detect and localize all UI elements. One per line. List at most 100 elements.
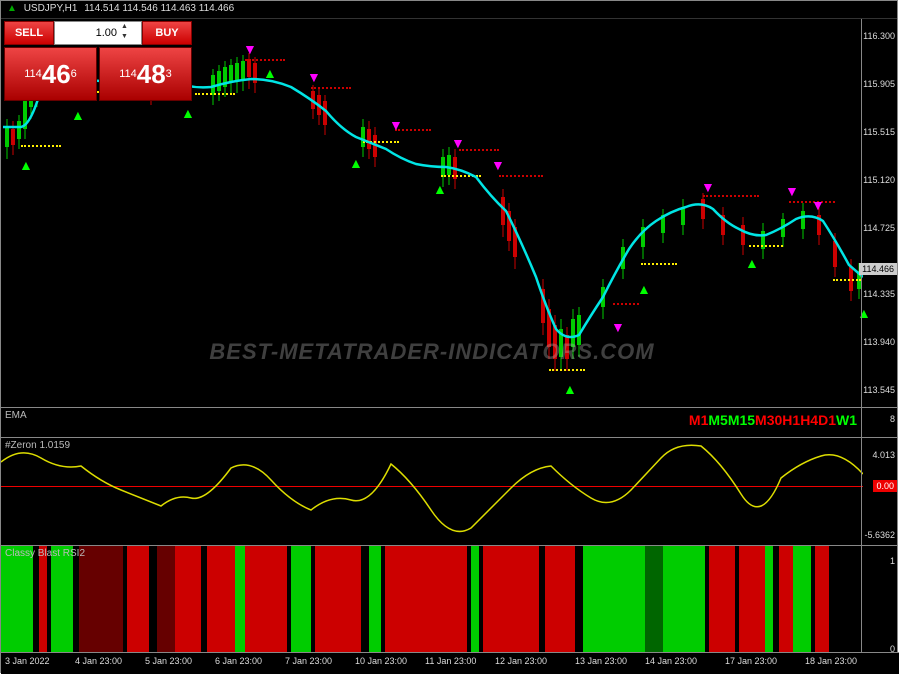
x-axis-label: 7 Jan 23:00 [285, 656, 332, 666]
rsi-bar [575, 546, 583, 652]
arrow-up-icon: ▲ [263, 65, 277, 81]
sell-button[interactable]: SELL [4, 21, 54, 45]
signal-dots [641, 263, 677, 265]
candle [565, 327, 569, 371]
symbol-label: USDJPY,H1 [24, 3, 78, 14]
rsi-bar [157, 546, 175, 652]
x-axis-label: 3 Jan 2022 [5, 656, 50, 666]
candle [317, 89, 321, 125]
candle [17, 115, 21, 149]
timeframe-H4: H4 [800, 412, 818, 428]
bid-small: 114 [24, 68, 42, 80]
timeframe-D1: D1 [818, 412, 836, 428]
rsi-bar [149, 546, 157, 652]
x-axis-label: 4 Jan 23:00 [75, 656, 122, 666]
arrow-up-icon: ▲ [71, 107, 85, 123]
lot-size-input[interactable]: 1.00 ▲▼ [54, 21, 142, 45]
candle [781, 213, 785, 247]
y-axis-label: 116.300 [863, 31, 895, 41]
x-axis-label: 18 Jan 23:00 [805, 656, 857, 666]
candle [367, 121, 371, 159]
bid-price-box[interactable]: 114 46 6 [4, 47, 97, 101]
y-axis-label: 114.335 [863, 289, 895, 299]
rsi-bar [369, 546, 381, 652]
ema-indicator-panel: EMA M1M5M15M30H1H4D1W1 [1, 407, 863, 437]
x-axis-label: 14 Jan 23:00 [645, 656, 697, 666]
current-price-tag: 114.466 [859, 263, 897, 275]
timeframe-M15: M15 [728, 412, 755, 428]
ask-big: 48 [137, 59, 166, 90]
rsi-bar [793, 546, 811, 652]
rsi-y-axis: 10 [861, 545, 897, 652]
candle [721, 207, 725, 245]
candle [373, 127, 377, 167]
candle [801, 203, 805, 239]
x-axis-label: 13 Jan 23:00 [575, 656, 627, 666]
signal-dots [613, 303, 639, 305]
x-axis-label: 11 Jan 23:00 [425, 656, 476, 666]
watermark-text: BEST-METATRADER-INDICATORS.COM [1, 339, 863, 365]
candle [761, 223, 765, 259]
candle [501, 189, 505, 237]
signal-dots [363, 141, 399, 143]
y-axis-label: 114.725 [863, 223, 895, 233]
candle [235, 57, 239, 93]
candle [211, 69, 215, 105]
y-axis-label: 113.545 [863, 385, 895, 395]
y-axis-label: 115.515 [863, 127, 895, 137]
y-axis-label: 115.905 [863, 79, 895, 89]
title-arrow-icon: ▲ [7, 3, 17, 14]
signal-dots [833, 279, 861, 281]
candle [741, 217, 745, 255]
candle [223, 61, 227, 97]
rsi-bar [385, 546, 467, 652]
bid-sup: 6 [71, 68, 77, 80]
candle [641, 219, 645, 259]
trade-panel: SELL 1.00 ▲▼ BUY 114 46 6 114 48 3 [4, 21, 194, 103]
candle [601, 279, 605, 319]
y-axis-label: 115.120 [863, 175, 895, 185]
rsi-label: Classy Blast RSI2 [5, 548, 85, 559]
arrow-up-icon: ▲ [433, 181, 447, 197]
rsi-bar [709, 546, 735, 652]
signal-dots [21, 145, 61, 147]
arrow-down-icon: ▼ [243, 41, 257, 57]
candle [833, 233, 837, 277]
rsi-bar [1, 546, 33, 652]
signal-dots [245, 59, 285, 61]
x-axis-label: 12 Jan 23:00 [495, 656, 547, 666]
arrow-down-icon: ▼ [785, 183, 799, 199]
arrow-up-icon: ▲ [637, 281, 651, 297]
arrow-up-icon: ▲ [745, 255, 759, 271]
rsi-bar [545, 546, 575, 652]
candle [11, 121, 15, 155]
rsi-bar [483, 546, 539, 652]
rsi-bar [739, 546, 765, 652]
ema-y-label: 8 [890, 414, 895, 424]
candle [681, 199, 685, 235]
candle [229, 59, 233, 95]
rsi-indicator-panel: Classy Blast RSI2 [1, 545, 863, 652]
ask-price-box[interactable]: 114 48 3 [99, 47, 192, 101]
arrow-down-icon: ▼ [307, 69, 321, 85]
candle [253, 57, 257, 93]
signal-dots [195, 93, 235, 95]
ema-label: EMA [5, 410, 27, 421]
zeron-y-label: 4.013 [872, 450, 895, 460]
rsi-bar [645, 546, 663, 652]
time-x-axis: 3 Jan 20224 Jan 23:005 Jan 23:006 Jan 23… [1, 652, 899, 674]
x-axis-label: 6 Jan 23:00 [215, 656, 262, 666]
bid-big: 46 [42, 59, 71, 90]
timeframe-W1: W1 [836, 412, 857, 428]
buy-button[interactable]: BUY [142, 21, 192, 45]
rsi-bar [291, 546, 311, 652]
signal-dots [441, 175, 481, 177]
ask-small: 114 [119, 68, 137, 80]
rsi-bar [175, 546, 201, 652]
rsi-bar [315, 546, 361, 652]
rsi-bar [39, 546, 47, 652]
lot-spinner[interactable]: ▲▼ [121, 22, 135, 44]
arrow-up-icon: ▲ [19, 157, 33, 173]
y-axis-label: 113.940 [863, 337, 895, 347]
timeframe-row: M1M5M15M30H1H4D1W1 [689, 412, 857, 428]
